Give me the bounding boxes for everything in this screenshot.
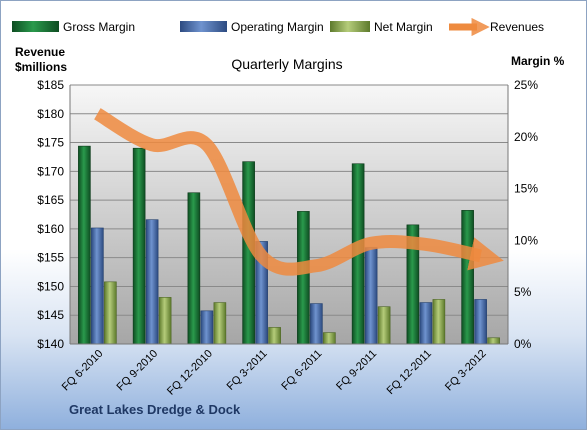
legend-swatch-operating-margin (180, 21, 227, 32)
y-left-tick-label: $165 (37, 193, 64, 207)
y-left-label-line2: $millions (15, 60, 67, 74)
bar-gross-margin (297, 211, 310, 345)
revenues-line (93, 108, 504, 276)
x-tick-label: FQ 6-2010 (60, 348, 106, 394)
y-right-tick-label: 25% (514, 78, 538, 92)
bar-net-margin (213, 302, 227, 345)
y-left-tick-label: $160 (37, 222, 64, 236)
bar-net-margin (158, 297, 172, 345)
bar-operating-margin (145, 219, 159, 345)
legend-swatch-gross-margin (12, 21, 59, 32)
y-left-tick-label: $150 (37, 279, 64, 293)
bar-gross-margin (461, 210, 474, 345)
bar-series (78, 145, 500, 345)
x-tick-label: FQ 3-2012 (443, 348, 489, 394)
chart-title: Quarterly Margins (231, 56, 342, 72)
y-right-tick-label: 5% (514, 285, 532, 299)
bar-net-margin (104, 281, 117, 345)
bar-gross-margin (78, 145, 91, 345)
bar-operating-margin (310, 303, 323, 345)
company-name: Great Lakes Dredge & Dock (69, 402, 241, 417)
y-right-tick-label: 0% (514, 337, 532, 351)
y-left-tick-label: $140 (37, 337, 64, 351)
legend-label-gross-margin: Gross Margin (63, 20, 135, 34)
revenues-series (93, 108, 504, 276)
bar-operating-margin (364, 247, 378, 345)
bar-net-margin (268, 327, 281, 345)
x-tick-label: FQ 12-2010 (165, 348, 215, 398)
legend: Gross Margin Operating Margin Net Margin… (12, 17, 544, 37)
bar-gross-margin (132, 147, 146, 345)
y-left-tick-labels: $140 $145 $150 $155 $160 $165 $170 $175 $180 $185 (37, 78, 64, 351)
bar-net-margin (377, 306, 391, 345)
bar-net-margin (487, 337, 500, 345)
y-right-tick-label: 10% (514, 233, 538, 247)
x-tick-label: FQ 6-2011 (279, 348, 324, 393)
y-left-tick-label: $175 (37, 136, 64, 150)
y-left-tick-label: $180 (37, 107, 64, 121)
y-right-tick-label: 20% (514, 130, 538, 144)
y-right-tick-label: 15% (514, 182, 538, 196)
legend-label-revenues: Revenues (490, 20, 544, 34)
x-tick-label: FQ 12-2011 (385, 348, 434, 397)
legend-label-operating-margin: Operating Margin (231, 20, 324, 34)
y-right-tick-labels: 0% 5% 10% 15% 20% 25% (514, 78, 538, 351)
y-left-tick-label: $185 (37, 78, 64, 92)
x-tick-labels: FQ 6-2010 FQ 9-2010 FQ 12-2010 FQ 3-2011 FQ … (60, 348, 489, 398)
bar-net-margin (432, 299, 446, 345)
x-tick-label: FQ 9-2011 (334, 348, 379, 393)
bar-operating-margin (91, 227, 104, 345)
legend-label-net-margin: Net Margin (374, 20, 433, 34)
y-left-tick-label: $155 (37, 251, 64, 265)
y-left-tick-label: $170 (37, 164, 64, 178)
x-tick-label: FQ 3-2011 (225, 348, 270, 393)
x-tick-label: FQ 9-2010 (115, 348, 161, 394)
bar-operating-margin (474, 299, 487, 345)
bar-operating-margin (419, 302, 433, 345)
bar-gross-margin (187, 192, 201, 345)
y-left-label-line1: Revenue (15, 45, 65, 59)
legend-swatch-net-margin (330, 21, 370, 32)
bar-operating-margin (200, 310, 214, 345)
y-left-tick-label: $145 (37, 308, 64, 322)
bar-net-margin (323, 332, 336, 345)
y-right-label: Margin % (511, 54, 565, 68)
